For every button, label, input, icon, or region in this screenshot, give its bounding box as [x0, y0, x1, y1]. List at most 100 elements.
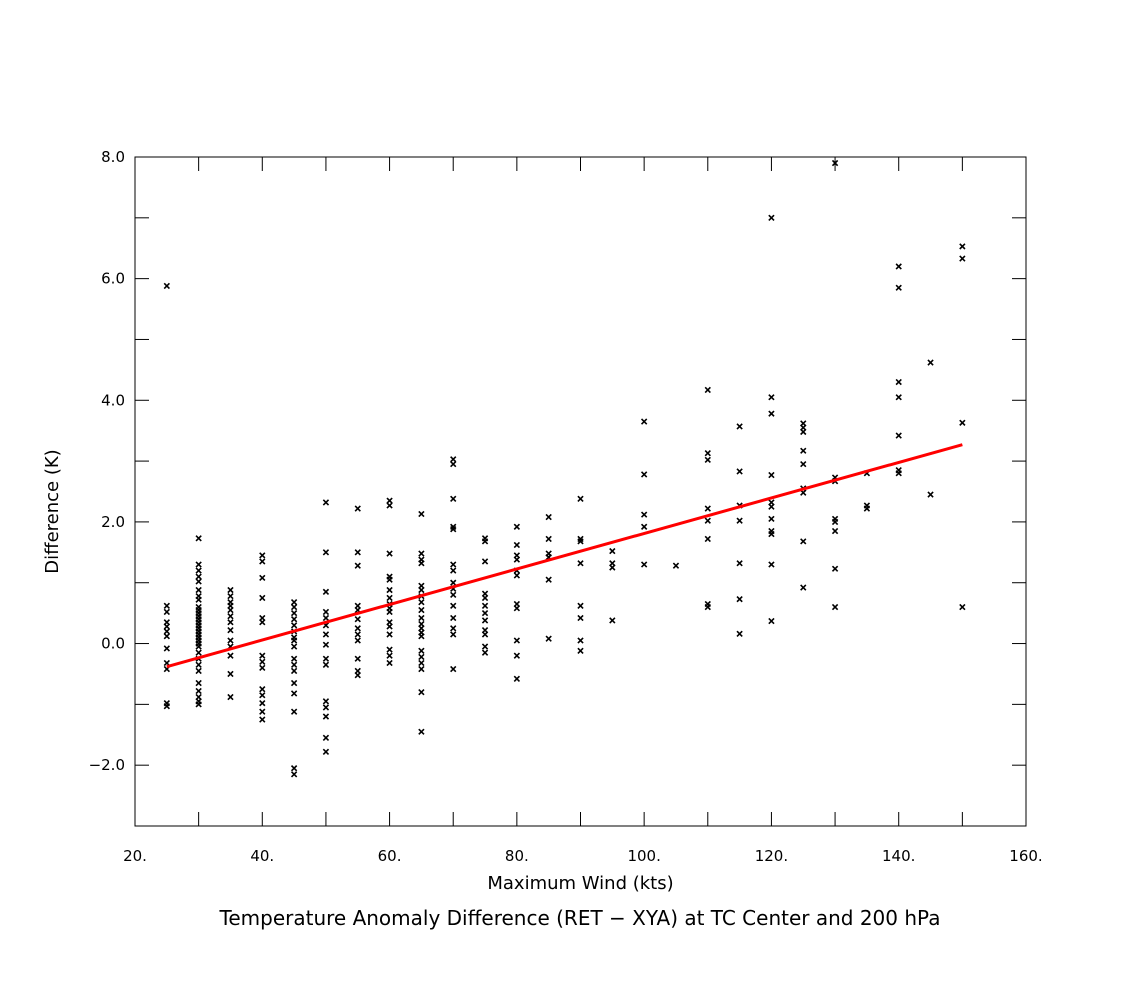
data-point: [195, 661, 202, 668]
data-point: [290, 679, 298, 687]
y-axis-title: Difference (K): [42, 449, 63, 573]
data-point: [577, 647, 584, 655]
data-point: [418, 560, 425, 567]
data-point: [768, 394, 775, 401]
data-point: [545, 535, 552, 543]
data-point: [450, 602, 457, 610]
data-point: [800, 428, 807, 436]
data-point: [895, 263, 902, 270]
data-point: [704, 505, 711, 512]
data-point: [259, 558, 266, 565]
data-point: [513, 572, 521, 579]
data-point: [577, 538, 584, 545]
data-point: [418, 586, 425, 594]
data-point: [354, 616, 361, 623]
data-point: [768, 561, 775, 568]
data-point: [354, 562, 361, 569]
data-point: [354, 672, 361, 679]
data-point: [513, 605, 521, 612]
y-tick-label: 6.0: [101, 270, 125, 288]
x-tick-label: 60.: [378, 847, 402, 865]
data-point: [195, 573, 202, 580]
data-point: [418, 606, 425, 614]
x-tick-label: 140.: [882, 847, 915, 865]
x-tick-label: 120.: [755, 847, 788, 865]
data-point: [577, 560, 584, 567]
data-point: [386, 623, 393, 630]
data-point: [959, 243, 966, 250]
data-point: [831, 518, 839, 526]
data-point: [163, 608, 170, 616]
data-point: [386, 550, 393, 557]
data-point: [354, 549, 361, 556]
y-tick-label: 2.0: [101, 513, 125, 531]
data-point: [863, 505, 871, 512]
data-point: [290, 603, 298, 611]
plot-frame: [134, 156, 1027, 827]
data-point: [290, 637, 298, 644]
data-point: [227, 586, 234, 594]
data-point: [768, 503, 775, 510]
data-point: [195, 687, 202, 695]
data-point: [195, 567, 202, 574]
data-point: [195, 649, 202, 656]
data-point: [290, 599, 298, 606]
data-point: [831, 603, 839, 611]
data-point: [386, 502, 393, 509]
data-point: [227, 592, 234, 600]
data-point: [322, 588, 330, 596]
data-point: [450, 567, 457, 574]
data-point: [227, 606, 234, 614]
data-point: [640, 418, 648, 425]
data-point: [195, 578, 202, 585]
x-tick-label: 100.: [627, 847, 660, 865]
data-point: [768, 410, 775, 417]
data-point: [545, 576, 552, 583]
data-points: [163, 159, 966, 778]
data-point: [577, 602, 584, 610]
data-point: [195, 561, 202, 568]
x-axis-title: Maximum Wind (kts): [487, 873, 673, 894]
data-point: [227, 626, 234, 634]
data-point: [768, 515, 775, 523]
data-point: [418, 599, 425, 606]
data-point: [513, 637, 521, 644]
data-point: [640, 523, 648, 530]
data-point: [800, 447, 807, 454]
regression-line: [166, 443, 963, 669]
data-point: [481, 649, 489, 656]
data-point: [704, 517, 711, 524]
data-point: [450, 579, 457, 586]
data-point: [322, 631, 330, 638]
data-point: [736, 423, 743, 430]
data-point: [736, 468, 743, 475]
data-point: [831, 527, 839, 535]
data-point: [290, 616, 298, 623]
data-point: [450, 665, 457, 673]
data-point: [481, 602, 489, 610]
data-point: [259, 658, 266, 665]
y-tick-label: 4.0: [101, 391, 125, 409]
data-point: [322, 499, 330, 506]
x-tick-label: 40.: [250, 847, 274, 865]
data-point: [418, 689, 425, 696]
data-point: [640, 561, 648, 568]
data-point: [895, 470, 902, 477]
data-point: [386, 659, 393, 667]
data-point: [513, 556, 521, 563]
data-point: [163, 703, 170, 710]
data-point: [800, 538, 807, 545]
data-point: [640, 511, 648, 518]
data-point: [290, 609, 298, 617]
data-point: [577, 637, 584, 644]
x-tick-labels: 20. 40. 60. 80. 100. 120. 140. 160.: [123, 847, 1043, 865]
data-point: [386, 631, 393, 638]
data-point: [513, 675, 521, 682]
tick-marks: [134, 156, 1027, 827]
data-point: [195, 643, 202, 650]
data-point: [418, 510, 425, 518]
data-point: [959, 255, 966, 262]
data-point: [481, 631, 489, 638]
data-point: [704, 456, 711, 464]
